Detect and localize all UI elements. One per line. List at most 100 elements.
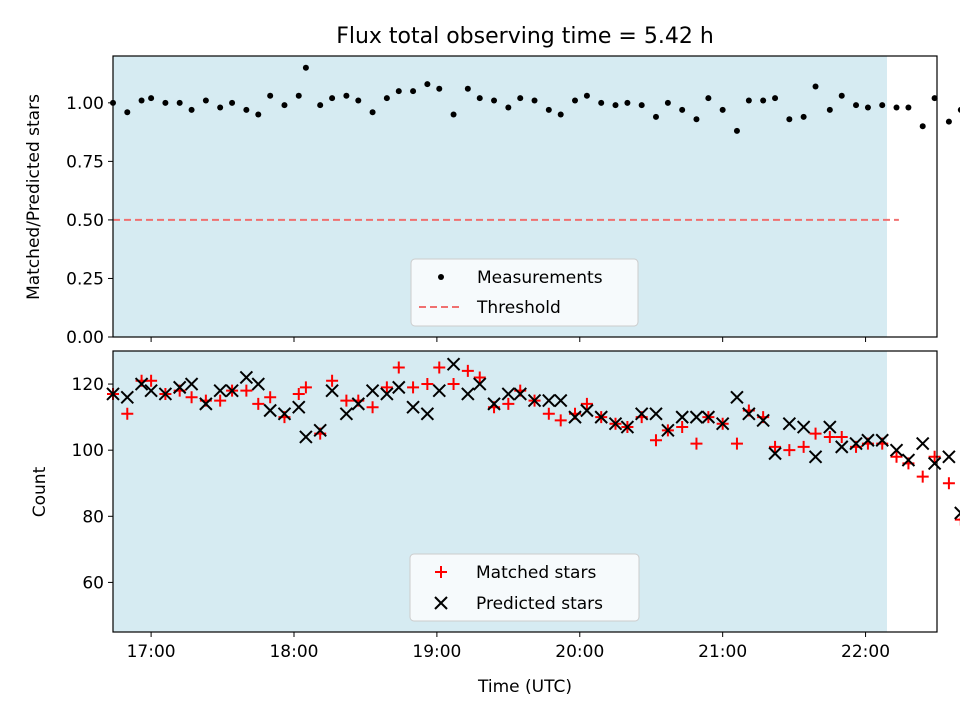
predicted-stars-point xyxy=(432,383,446,398)
top-y-tick-label: 0.50 xyxy=(66,211,104,231)
measurements-point xyxy=(931,95,938,102)
predicted-stars-point xyxy=(392,380,406,395)
measurements-point xyxy=(383,95,390,102)
measurements-point xyxy=(124,109,131,116)
measurements-point xyxy=(243,106,250,113)
predicted-stars-point xyxy=(742,407,756,421)
measurements-point xyxy=(148,95,155,102)
matched-stars-point xyxy=(890,450,903,463)
measurements-point xyxy=(864,104,871,111)
top-y-tick-label: 0.75 xyxy=(66,152,104,172)
predicted-stars-point xyxy=(756,413,770,428)
predicted-stars-point xyxy=(889,443,904,457)
matched-stars-point xyxy=(690,437,703,450)
predicted-stars-point xyxy=(796,420,811,434)
matched-stars-point xyxy=(676,421,689,434)
predicted-stars-point xyxy=(823,420,837,434)
bottom-x-tick-label: 19:00 xyxy=(412,642,461,662)
matched-stars-point xyxy=(916,470,929,483)
x-axis-label: Time (UTC) xyxy=(477,677,572,697)
predicted-stars-point xyxy=(542,393,556,408)
predicted-stars-point xyxy=(901,453,916,467)
matched-stars-point xyxy=(421,378,434,391)
chart-title: Flux total observing time = 5.42 h xyxy=(336,24,714,49)
measurements-point xyxy=(745,97,752,104)
predicted-stars-point xyxy=(501,387,516,401)
bottom-y-tick-label: 120 xyxy=(72,375,104,395)
matched-stars-point xyxy=(769,440,782,453)
predicted-stars-point xyxy=(134,377,149,391)
predicted-stars-point xyxy=(634,407,649,421)
predicted-stars-point xyxy=(513,387,527,401)
top-y-tick-label: 1.00 xyxy=(66,94,104,114)
predicted-stars-point xyxy=(144,383,158,398)
measurements-point xyxy=(517,95,524,102)
measurements-point xyxy=(395,88,402,95)
measurements-point xyxy=(505,104,512,111)
predicted-stars-point xyxy=(225,383,239,398)
measurements-point xyxy=(138,97,145,104)
threshold-legend-label: Threshold xyxy=(476,298,561,318)
predicted-stars-point xyxy=(199,397,213,411)
predicted-stars-point xyxy=(689,410,704,424)
predicted-stars-point xyxy=(594,410,608,424)
matched-stars-point xyxy=(252,397,265,410)
bottom-legend: Matched stars Predicted stars xyxy=(409,553,640,622)
bottom-x-tick-label: 17:00 xyxy=(127,642,176,662)
measurements-point xyxy=(424,81,431,88)
predicted-stars-point xyxy=(649,407,663,421)
predicted-stars-point xyxy=(325,383,339,398)
predicted-stars-point xyxy=(782,417,797,431)
measurements-point xyxy=(733,127,740,134)
measurements-point xyxy=(826,106,833,113)
measurements-point xyxy=(557,111,564,118)
measurements-legend-marker xyxy=(438,274,444,280)
measurements-point xyxy=(217,104,224,111)
measurements-point xyxy=(719,106,726,113)
bottom-plot-frame xyxy=(112,350,938,633)
measurements-point xyxy=(436,85,443,92)
matched-stars-point xyxy=(392,361,405,374)
matched-stars-point xyxy=(407,381,420,394)
matched-stars-point xyxy=(554,414,567,427)
predicted-stars-legend-marker xyxy=(434,596,448,610)
bottom-x-tick-label: 18:00 xyxy=(269,642,318,662)
measurements-point xyxy=(188,106,195,113)
matched-stars-legend-marker xyxy=(435,566,447,578)
matched-stars-point xyxy=(380,381,393,394)
predicted-stars-point xyxy=(835,440,849,454)
measurements-point xyxy=(879,102,886,109)
predicted-stars-point xyxy=(158,387,173,401)
measurements-point xyxy=(638,102,645,109)
measurements-point xyxy=(531,97,538,104)
predicted-stars-point xyxy=(875,433,889,447)
predicted-stars-point xyxy=(184,377,199,391)
bottom-x-tick-label: 21:00 xyxy=(698,642,747,662)
measurements-point xyxy=(760,97,767,104)
predicted-stars-point xyxy=(661,423,675,438)
measurements-point xyxy=(893,104,900,111)
measurements-point xyxy=(302,64,309,71)
bottom-x-tick-label: 20:00 xyxy=(555,642,604,662)
measurements-point xyxy=(317,102,324,109)
matched-stars-point xyxy=(835,430,848,443)
predicted-stars-point xyxy=(954,506,960,520)
measurements-point xyxy=(838,92,845,99)
predicted-stars-point xyxy=(313,423,327,438)
measurements-point xyxy=(369,109,376,116)
matched-stars-point xyxy=(185,391,198,404)
matched-stars-point xyxy=(580,397,593,410)
measurements-point xyxy=(295,92,302,99)
predicted-stars-point xyxy=(239,370,254,385)
predicted-stars-point xyxy=(730,390,744,404)
top-legend: Measurements Threshold xyxy=(410,258,639,327)
bottom-y-tick-label: 100 xyxy=(72,441,104,461)
predicted-stars-point xyxy=(861,433,875,447)
predicted-stars-point xyxy=(263,403,277,418)
matched-stars-point xyxy=(264,391,277,404)
matched-stars-point xyxy=(542,407,555,420)
predicted-stars-point xyxy=(292,400,306,414)
predicted-stars-point xyxy=(351,397,366,411)
predicted-stars-point xyxy=(927,456,942,471)
matched-stars-point xyxy=(809,427,822,440)
